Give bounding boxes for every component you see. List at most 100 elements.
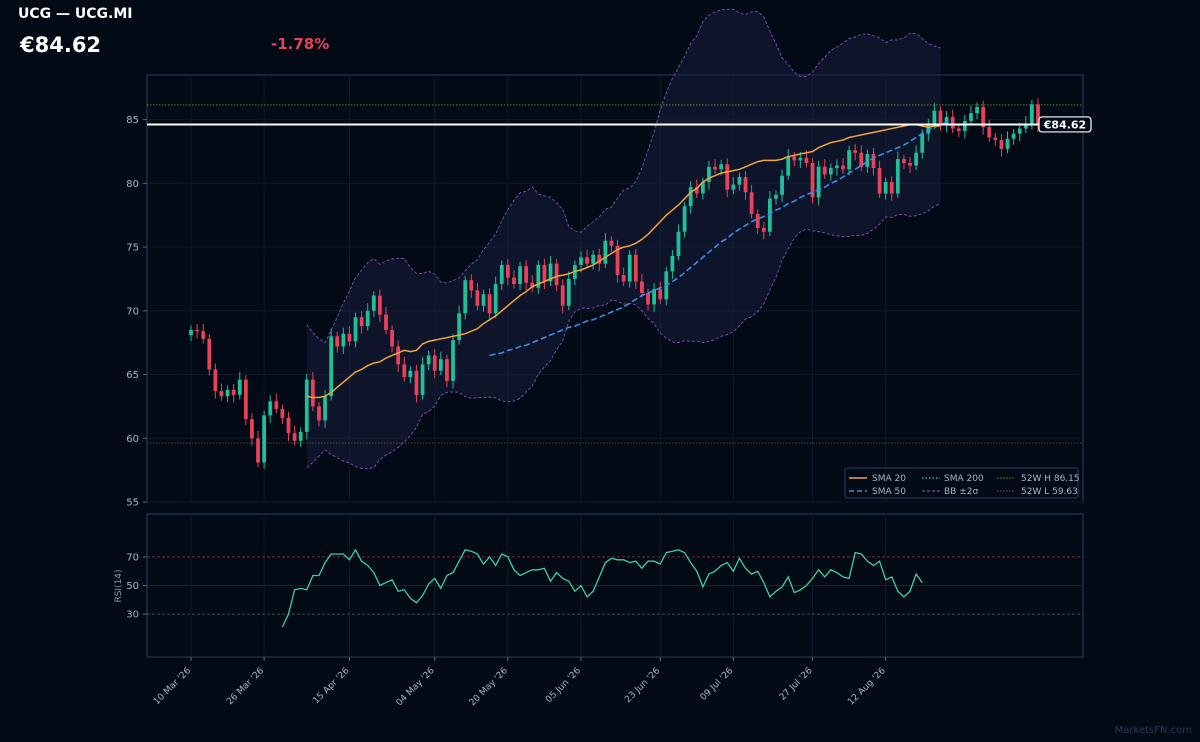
price-axis: 55 60 65 70 75 80 85 xyxy=(126,115,147,509)
candle-body xyxy=(475,290,480,306)
candle-body xyxy=(237,379,242,395)
candle-body xyxy=(944,117,949,125)
candle-body xyxy=(835,165,839,169)
candle-body xyxy=(347,333,352,342)
legend-sma20: SMA 20 xyxy=(872,474,906,484)
candle-body xyxy=(219,391,224,397)
candle-body xyxy=(597,254,602,264)
y-tick-label: 60 xyxy=(126,434,139,445)
candle-body xyxy=(298,431,303,441)
legend-52w-low: 52W L 59.63 xyxy=(1021,487,1078,497)
legend: SMA 20 SMA 200 52W H 86.15 SMA 50 BB ±2σ… xyxy=(844,467,1080,499)
candle-body xyxy=(981,106,986,128)
candle-body xyxy=(414,370,419,395)
candle-body xyxy=(566,278,571,306)
y-tick-label: 85 xyxy=(126,115,139,126)
candle-body xyxy=(426,355,431,365)
x-tick-label: 09 Jul '26 xyxy=(699,666,736,703)
candle-body xyxy=(207,338,212,370)
candle-body xyxy=(713,166,717,170)
rsi-indicator: 30 50 70 xyxy=(126,548,1083,628)
candle-body xyxy=(987,127,992,138)
candle-body xyxy=(969,113,973,121)
legend-sma50: SMA 50 xyxy=(872,487,906,497)
candle-body xyxy=(542,264,547,282)
y-tick-label: 70 xyxy=(126,306,139,317)
candle-body xyxy=(499,264,504,285)
range-52w-lines xyxy=(147,104,1083,444)
candle-body xyxy=(682,206,687,232)
y-tick-label: 75 xyxy=(126,243,139,254)
last-price-box xyxy=(1038,116,1092,133)
rsi-tick-label: 30 xyxy=(126,610,139,621)
candle-body xyxy=(310,379,315,407)
candle-body xyxy=(810,162,815,198)
candle-body xyxy=(304,379,309,432)
candle-body xyxy=(432,355,437,371)
candle-body xyxy=(932,110,937,125)
candle-body xyxy=(731,184,736,190)
candle-body xyxy=(859,152,864,167)
candle-body xyxy=(895,159,900,194)
candle-body xyxy=(402,364,407,378)
candle-body xyxy=(457,313,462,341)
x-tick-label: 20 May '26 xyxy=(468,666,510,708)
x-tick-label: 26 Mar '26 xyxy=(225,666,266,707)
candle-body xyxy=(725,164,730,190)
candle-body xyxy=(554,263,559,286)
candle-body xyxy=(512,277,516,285)
y-tick-label: 55 xyxy=(126,498,139,509)
candle-body xyxy=(268,401,273,416)
ticker-title: UCG — UCG.MI xyxy=(18,6,133,22)
candle-body xyxy=(853,150,858,153)
candle-body xyxy=(256,438,260,463)
candle-body xyxy=(962,120,967,132)
candle-body xyxy=(335,336,340,347)
candle-body xyxy=(487,294,492,314)
candle-body xyxy=(621,275,626,282)
candle-body xyxy=(956,128,961,132)
candle-body xyxy=(536,264,541,288)
price-change: -1.78% xyxy=(271,35,330,53)
candle-body xyxy=(591,254,596,264)
candle-body xyxy=(737,176,742,185)
candle-body xyxy=(609,240,614,246)
candle-body xyxy=(195,329,199,332)
legend-bb: BB ±2σ xyxy=(944,487,978,497)
candle-body xyxy=(719,164,724,170)
candle-body xyxy=(749,192,754,214)
x-tick-label: 23 Jun '26 xyxy=(623,666,662,705)
candle-body xyxy=(274,401,279,409)
candle-body xyxy=(615,245,620,276)
sma50-line xyxy=(489,120,953,357)
rsi-tick-label: 70 xyxy=(126,552,139,563)
candle-body xyxy=(505,264,510,278)
candle-body xyxy=(627,254,632,282)
candle-body xyxy=(280,408,285,418)
moving-averages xyxy=(306,120,953,399)
candle-body xyxy=(767,198,772,232)
candles xyxy=(189,98,1040,469)
current-price: €84.62 xyxy=(20,33,102,57)
candle-body xyxy=(579,257,583,265)
candle-body xyxy=(889,182,894,194)
candle-body xyxy=(438,359,443,371)
candle-body xyxy=(822,166,827,175)
candle-body xyxy=(877,168,882,194)
candle-body xyxy=(755,213,760,228)
candle-body xyxy=(743,176,748,193)
candle-body xyxy=(871,154,876,169)
candle-body xyxy=(225,389,230,397)
candle-body xyxy=(493,284,498,314)
candle-body xyxy=(250,419,254,439)
candle-body xyxy=(914,152,919,166)
candle-body xyxy=(524,266,529,283)
candle-body xyxy=(1017,128,1022,134)
candle-body xyxy=(359,317,364,327)
candle-body xyxy=(658,289,663,300)
candle-body xyxy=(792,156,797,161)
candle-body xyxy=(317,406,321,421)
candle-body xyxy=(950,117,955,129)
candle-body xyxy=(353,317,358,342)
